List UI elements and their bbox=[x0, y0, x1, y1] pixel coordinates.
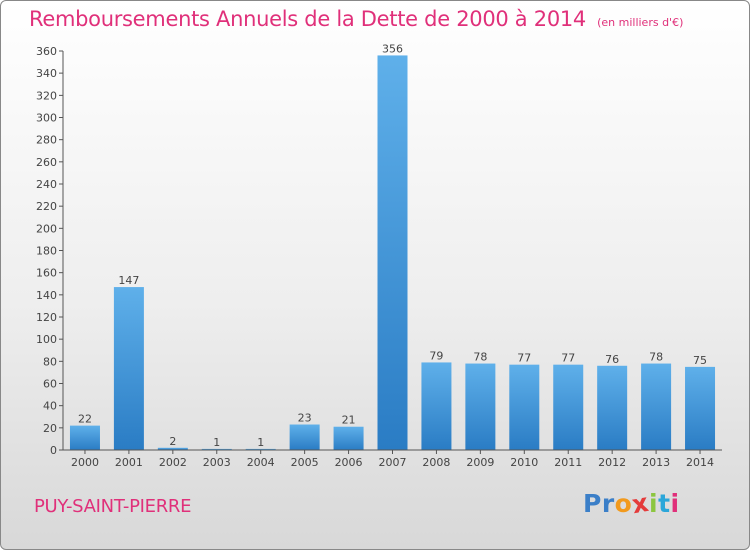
y-tick-label: 180 bbox=[36, 245, 57, 258]
bar-value-label: 147 bbox=[118, 274, 139, 287]
bar bbox=[421, 362, 452, 450]
y-tick-label: 320 bbox=[36, 89, 57, 102]
x-tick-label: 2004 bbox=[247, 456, 275, 469]
x-tick-label: 2002 bbox=[159, 456, 187, 469]
y-tick-label: 200 bbox=[36, 222, 57, 235]
logo-letter: i bbox=[649, 489, 659, 518]
x-tick-label: 2010 bbox=[510, 456, 538, 469]
bar bbox=[509, 364, 540, 450]
bar-value-label: 2 bbox=[169, 435, 176, 448]
y-tick-label: 80 bbox=[43, 355, 57, 368]
bar-value-label: 78 bbox=[473, 351, 487, 364]
x-tick-label: 2000 bbox=[71, 456, 99, 469]
bar-value-label: 22 bbox=[78, 413, 92, 426]
y-tick-label: 260 bbox=[36, 156, 57, 169]
chart-subtitle: (en milliers d'€) bbox=[597, 16, 684, 29]
y-tick-label: 280 bbox=[36, 134, 57, 147]
bar bbox=[289, 424, 320, 450]
y-tick-label: 340 bbox=[36, 67, 57, 80]
x-tick-label: 2009 bbox=[466, 456, 494, 469]
x-tick-label: 2007 bbox=[379, 456, 407, 469]
x-tick-label: 2001 bbox=[115, 456, 143, 469]
bar-value-label: 1 bbox=[257, 436, 264, 449]
bar bbox=[157, 447, 188, 450]
bar bbox=[245, 448, 276, 450]
y-tick-label: 40 bbox=[43, 400, 57, 413]
bar bbox=[113, 287, 144, 450]
bar-value-label: 76 bbox=[605, 353, 619, 366]
y-tick-label: 0 bbox=[50, 444, 57, 457]
logo-letter: P bbox=[583, 489, 602, 518]
y-tick-label: 220 bbox=[36, 200, 57, 213]
bar bbox=[377, 55, 408, 450]
chart-title-row: Remboursements Annuels de la Dette de 20… bbox=[29, 7, 683, 31]
x-tick-label: 2012 bbox=[598, 456, 626, 469]
x-tick-label: 2011 bbox=[554, 456, 582, 469]
logo-letter: r bbox=[601, 489, 615, 518]
city-name: PUY-SAINT-PIERRE bbox=[34, 496, 192, 517]
logo-letter: i bbox=[670, 489, 680, 518]
bar-value-label: 79 bbox=[429, 349, 443, 362]
x-tick-label: 2006 bbox=[335, 456, 363, 469]
bar bbox=[333, 426, 364, 450]
bar-value-label: 77 bbox=[561, 352, 575, 365]
y-tick-label: 60 bbox=[43, 378, 57, 391]
x-tick-label: 2008 bbox=[422, 456, 450, 469]
bar bbox=[69, 425, 100, 450]
bar bbox=[685, 366, 716, 450]
y-tick-label: 140 bbox=[36, 289, 57, 302]
y-tick-label: 240 bbox=[36, 178, 57, 191]
bar-value-label: 356 bbox=[382, 42, 403, 55]
y-tick-label: 360 bbox=[36, 45, 57, 58]
bar bbox=[465, 363, 496, 450]
proxiti-logo: Proxiti bbox=[583, 488, 680, 519]
logo-letter: o bbox=[614, 489, 633, 518]
x-tick-label: 2005 bbox=[291, 456, 319, 469]
bar bbox=[597, 365, 628, 450]
y-tick-label: 100 bbox=[36, 333, 57, 346]
chart-title: Remboursements Annuels de la Dette de 20… bbox=[29, 7, 586, 31]
y-tick-label: 160 bbox=[36, 267, 57, 280]
y-tick-label: 120 bbox=[36, 311, 57, 324]
bar-value-label: 78 bbox=[649, 351, 663, 364]
x-tick-label: 2013 bbox=[642, 456, 670, 469]
bar-value-label: 23 bbox=[298, 412, 312, 425]
bar bbox=[553, 364, 584, 450]
bar-value-label: 1 bbox=[213, 436, 220, 449]
logo-letter: t bbox=[658, 489, 671, 518]
x-tick-label: 2014 bbox=[686, 456, 714, 469]
bar bbox=[641, 363, 672, 450]
bar-value-label: 75 bbox=[693, 354, 707, 367]
bar-value-label: 21 bbox=[342, 414, 356, 427]
bar bbox=[201, 448, 232, 450]
x-tick-label: 2003 bbox=[203, 456, 231, 469]
y-tick-label: 300 bbox=[36, 112, 57, 125]
y-tick-label: 20 bbox=[43, 422, 57, 435]
bar-value-label: 77 bbox=[517, 352, 531, 365]
